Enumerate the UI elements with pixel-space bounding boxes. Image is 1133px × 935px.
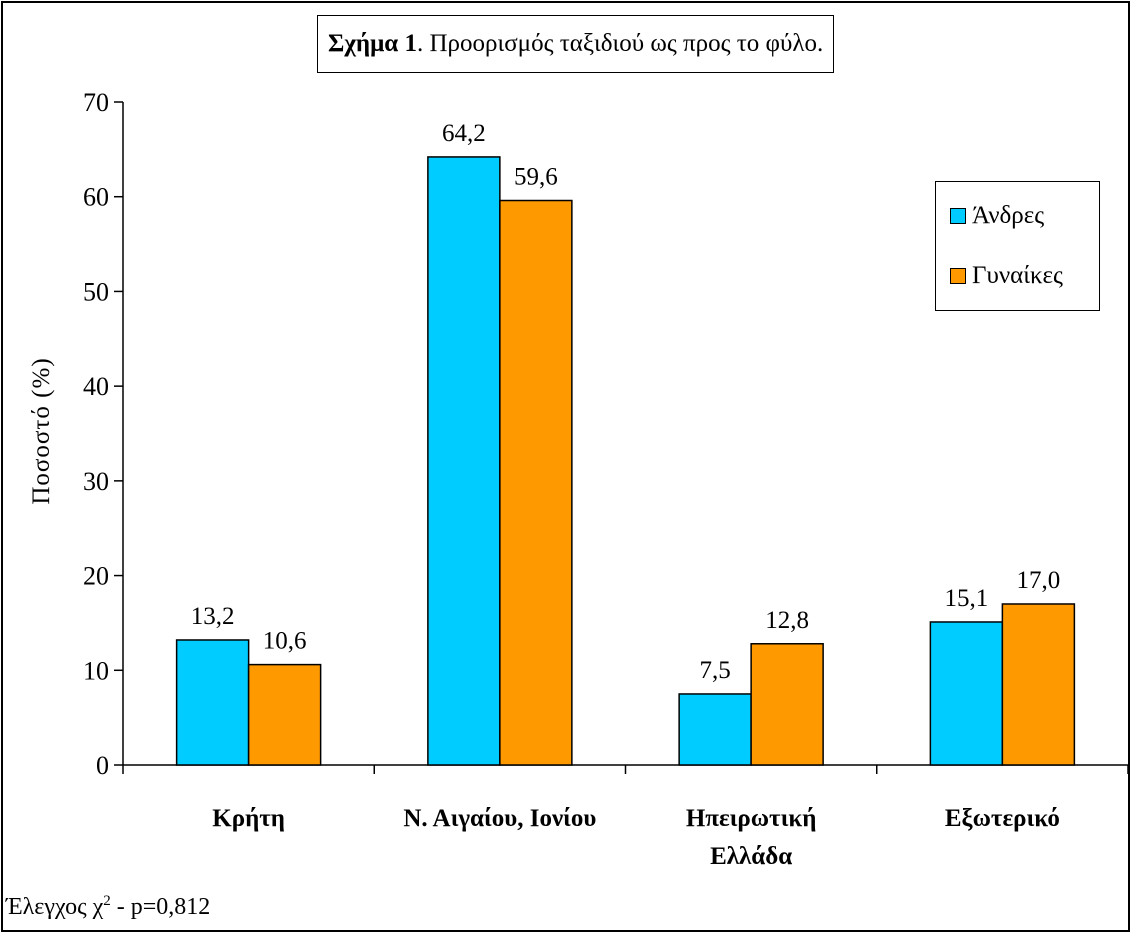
y-tick-label: 40 [83, 372, 109, 401]
bar [247, 663, 322, 766]
data-label: 64,2 [442, 120, 486, 147]
chart-title: Σχήμα 1. Προορισμός ταξιδιού ως προς το … [317, 15, 835, 73]
data-label: 13,2 [191, 603, 235, 630]
legend-label-women: Γυναίκες [972, 262, 1063, 289]
x-tick-label-line: Κρήτη [212, 805, 285, 832]
y-tick-label: 50 [83, 277, 109, 306]
x-tick-label: Ν. Αιγαίου, Ιονίου [403, 805, 596, 832]
bar [499, 199, 573, 766]
x-tick-label-line: Ελλάδα [710, 843, 792, 870]
x-tick-label: Κρήτη [212, 805, 285, 832]
footnote-prefix: Έλεγχος χ [6, 894, 104, 920]
y-tick-label: 60 [83, 183, 109, 212]
chart-title-text: . Προορισμός ταξιδιού ως προς το φύλο. [416, 30, 824, 57]
x-tick-label: Εξωτερικό [945, 805, 1060, 832]
bar [1001, 603, 1076, 766]
chi-square-footnote: Έλεγχος χ2 - p=0,812 [6, 893, 210, 921]
bar [929, 621, 1004, 766]
legend-label-men: Άνδρες [972, 202, 1045, 229]
x-tick-label: Ηπειρωτική Ελλάδα [686, 805, 817, 870]
data-label: 12,8 [765, 607, 809, 634]
bar [427, 156, 501, 766]
x-tick-label-line: Εξωτερικό [945, 805, 1060, 832]
y-tick-label: 30 [83, 467, 109, 496]
bar [678, 693, 752, 766]
legend-item-women: Γυναίκες [950, 262, 1063, 290]
legend: Άνδρες Γυναίκες [935, 181, 1100, 311]
y-tick-label: 70 [83, 88, 109, 117]
data-label: 17,0 [1017, 567, 1061, 594]
data-label: 10,6 [263, 628, 307, 655]
legend-swatch-women [950, 268, 966, 284]
y-axis: 0 10 20 30 40 50 60 70 [83, 88, 124, 780]
data-labels: 13,2 64,2 7,5 15,1 10,6 59,6 12,8 17,0 [191, 120, 1061, 684]
data-label: 15,1 [945, 585, 989, 612]
y-tick-label: 0 [96, 751, 109, 780]
legend-swatch-men [950, 208, 966, 224]
footnote-superscript: 2 [103, 893, 111, 909]
data-label: 59,6 [514, 164, 558, 191]
data-label: 7,5 [700, 657, 731, 684]
y-tick-label: 20 [83, 562, 109, 591]
x-axis: Κρήτη Ν. Αιγαίου, Ιονίου Ηπειρωτική Ελλάδα Ε… [122, 764, 1129, 870]
bars [175, 156, 1076, 766]
x-tick-label-line: Ηπειρωτική [686, 805, 817, 832]
chart-title-bold: Σχήμα 1 [328, 30, 417, 57]
x-tick-label-line: Ν. Αιγαίου, Ιονίου [403, 805, 596, 832]
footnote-suffix: - p=0,812 [110, 894, 211, 920]
bar [750, 643, 824, 766]
y-tick-label: 10 [83, 656, 109, 685]
y-axis-label: Ποσοστό (%) [28, 357, 55, 505]
bar [175, 639, 250, 766]
legend-item-men: Άνδρες [950, 202, 1044, 230]
